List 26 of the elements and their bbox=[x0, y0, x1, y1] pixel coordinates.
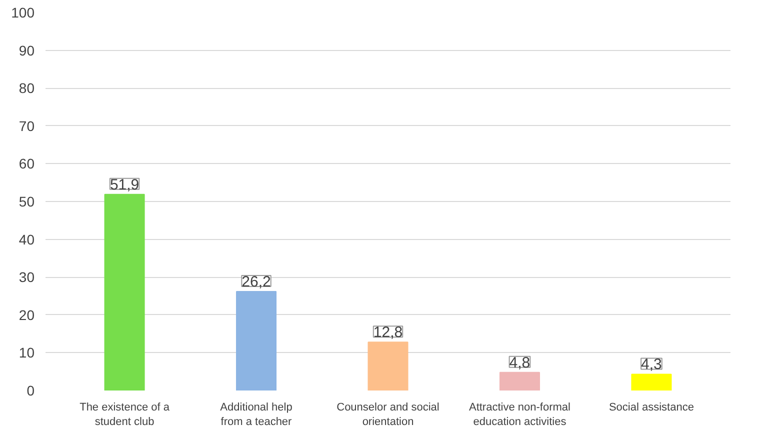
bar bbox=[104, 194, 145, 390]
y-tick-label: 30 bbox=[18, 269, 35, 286]
x-tick-label: Social assistance bbox=[608, 402, 694, 414]
bar bbox=[236, 290, 277, 390]
bar bbox=[368, 342, 408, 390]
y-tick-label: 80 bbox=[18, 80, 35, 96]
data-label: 51,9 bbox=[110, 176, 140, 194]
y-tick-label: 40 bbox=[18, 231, 35, 248]
data-label: 4,8 bbox=[509, 354, 530, 372]
bar bbox=[631, 374, 672, 390]
y-tick-label: 70 bbox=[18, 118, 35, 134]
y-tick-label: 60 bbox=[18, 156, 35, 172]
y-tick-label: 0 bbox=[26, 382, 35, 398]
data-label: 4,3 bbox=[641, 356, 662, 374]
y-tick-label: 100 bbox=[11, 4, 35, 20]
x-tick-label: Counselor and social orientation bbox=[336, 402, 440, 428]
data-label: 26,2 bbox=[242, 273, 271, 290]
data-label: 12,8 bbox=[373, 324, 403, 342]
x-tick-label: Additional help from a teacher bbox=[220, 402, 292, 428]
y-tick-label: 20 bbox=[18, 306, 35, 323]
x-tick-label: The existence of a student club bbox=[80, 402, 170, 428]
y-tick-label: 10 bbox=[18, 344, 35, 361]
y-tick-label: 50 bbox=[18, 194, 35, 210]
bar bbox=[499, 372, 540, 390]
x-tick-label: Attractive non-formal education activities bbox=[468, 402, 570, 428]
y-tick-label: 90 bbox=[18, 42, 35, 58]
